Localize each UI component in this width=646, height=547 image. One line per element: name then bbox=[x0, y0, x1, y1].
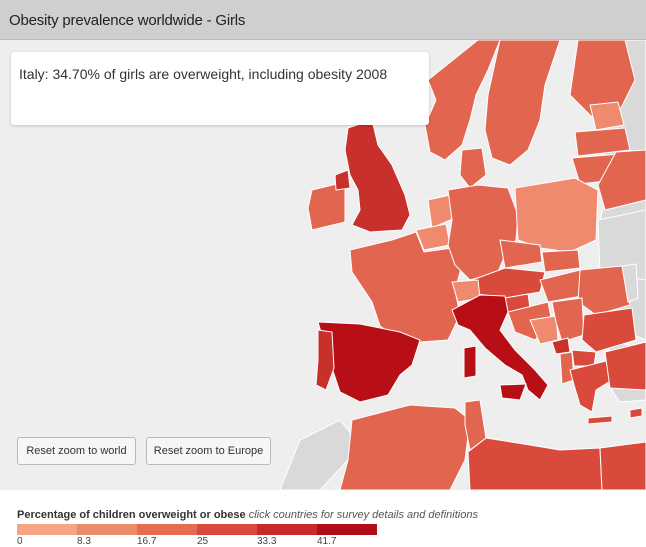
legend-tick-2: 16.7 bbox=[137, 536, 157, 547]
reset-zoom-world-button[interactable]: Reset zoom to world bbox=[17, 437, 136, 465]
legend-swatch-4 bbox=[257, 524, 317, 535]
legend-swatch-1 bbox=[77, 524, 137, 535]
country-poland[interactable] bbox=[514, 177, 599, 253]
country-italy-sardinia[interactable] bbox=[463, 345, 477, 379]
country-latvia[interactable] bbox=[574, 127, 631, 157]
country-serbia[interactable] bbox=[551, 297, 585, 343]
europe-map[interactable] bbox=[0, 40, 646, 490]
country-libya[interactable] bbox=[467, 437, 603, 490]
country-bulgaria[interactable] bbox=[581, 307, 637, 353]
country-sweden[interactable] bbox=[484, 40, 561, 166]
country-morocco[interactable] bbox=[279, 419, 353, 490]
country-italy-sicily[interactable] bbox=[499, 383, 527, 401]
legend-title: Percentage of children overweight or obe… bbox=[17, 509, 246, 521]
legend-hint[interactable]: click countries for survey details and d… bbox=[248, 509, 478, 521]
country-spain[interactable] bbox=[317, 321, 421, 403]
legend-tick-3: 25 bbox=[197, 536, 209, 547]
country-germany[interactable] bbox=[447, 184, 519, 281]
country-hungary[interactable] bbox=[539, 269, 583, 303]
country-romania[interactable] bbox=[577, 265, 631, 316]
country-crete[interactable] bbox=[587, 415, 613, 425]
country-albania[interactable] bbox=[559, 351, 575, 385]
country-estonia[interactable] bbox=[589, 101, 625, 131]
country-moldova[interactable] bbox=[621, 263, 639, 303]
legend-tick-4: 33.3 bbox=[257, 536, 277, 547]
map-legend: Percentage of children overweight or obe… bbox=[0, 490, 646, 547]
country-united-kingdom[interactable] bbox=[344, 119, 411, 233]
title-bar: Obesity prevalence worldwide - Girls bbox=[0, 0, 646, 40]
legend-swatch-3 bbox=[197, 524, 257, 535]
country-cyprus[interactable] bbox=[629, 407, 643, 419]
country-italy[interactable] bbox=[451, 294, 549, 401]
legend-tick-0: 0 bbox=[17, 536, 23, 547]
country-egypt[interactable] bbox=[599, 441, 646, 490]
tooltip-text: Italy: 34.70% of girls are overweight, i… bbox=[19, 66, 388, 82]
legend-tick-5: 41.7 bbox=[317, 536, 337, 547]
legend-swatch-2 bbox=[137, 524, 197, 535]
country-czechia[interactable] bbox=[499, 239, 543, 269]
country-slovakia[interactable] bbox=[541, 249, 581, 273]
country-greece[interactable] bbox=[569, 359, 613, 413]
country-turkey[interactable] bbox=[604, 341, 646, 391]
country-belarus[interactable] bbox=[597, 149, 646, 211]
legend-swatch-5 bbox=[317, 524, 377, 535]
country-uk-scotland-islands[interactable] bbox=[334, 169, 351, 191]
legend-swatch-0 bbox=[17, 524, 77, 535]
country-denmark[interactable] bbox=[459, 147, 487, 189]
reset-zoom-europe-button[interactable]: Reset zoom to Europe bbox=[146, 437, 271, 465]
legend-caption: Percentage of children overweight or obe… bbox=[17, 509, 478, 521]
country-tooltip: Italy: 34.70% of girls are overweight, i… bbox=[11, 52, 429, 125]
legend-tick-1: 8.3 bbox=[77, 536, 91, 547]
page-title: Obesity prevalence worldwide - Girls bbox=[9, 12, 246, 29]
country-macedonia[interactable] bbox=[571, 349, 597, 367]
country-algeria[interactable] bbox=[339, 404, 471, 490]
country-portugal[interactable] bbox=[315, 329, 335, 391]
country-ukraine[interactable] bbox=[597, 209, 646, 281]
